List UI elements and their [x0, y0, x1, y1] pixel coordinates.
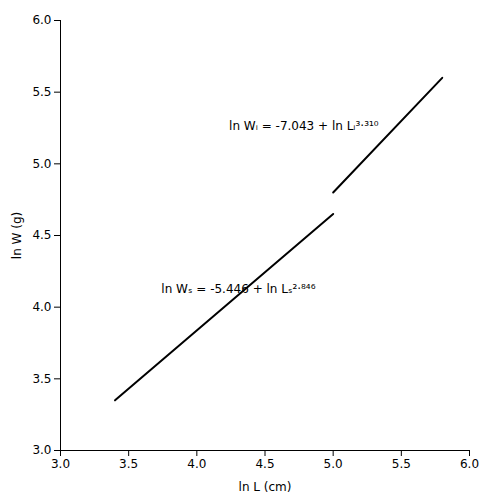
- svg-text:ln W (g): ln W (g): [10, 212, 24, 259]
- svg-text:4.5: 4.5: [32, 228, 51, 242]
- svg-text:3.0: 3.0: [32, 443, 51, 457]
- svg-text:4.0: 4.0: [32, 300, 51, 314]
- svg-text:3.0: 3.0: [51, 457, 70, 471]
- svg-text:ln Wᵢ = -7.043 + ln Lᵢ³·³¹⁰: ln Wᵢ = -7.043 + ln Lᵢ³·³¹⁰: [229, 119, 379, 133]
- svg-text:6.0: 6.0: [32, 13, 51, 27]
- svg-text:3.5: 3.5: [32, 372, 51, 386]
- svg-text:ln L (cm): ln L (cm): [239, 480, 292, 494]
- svg-text:4.0: 4.0: [187, 457, 206, 471]
- svg-text:5.5: 5.5: [392, 457, 411, 471]
- svg-text:3.5: 3.5: [119, 457, 138, 471]
- svg-text:5.0: 5.0: [32, 157, 51, 171]
- svg-text:5.5: 5.5: [32, 85, 51, 99]
- svg-text:5.0: 5.0: [324, 457, 343, 471]
- svg-text:4.5: 4.5: [255, 457, 274, 471]
- svg-text:ln Wₛ = -5.446 + ln Lₛ²·⁸⁴⁶: ln Wₛ = -5.446 + ln Lₛ²·⁸⁴⁶: [161, 282, 315, 296]
- svg-text:6.0: 6.0: [460, 457, 479, 471]
